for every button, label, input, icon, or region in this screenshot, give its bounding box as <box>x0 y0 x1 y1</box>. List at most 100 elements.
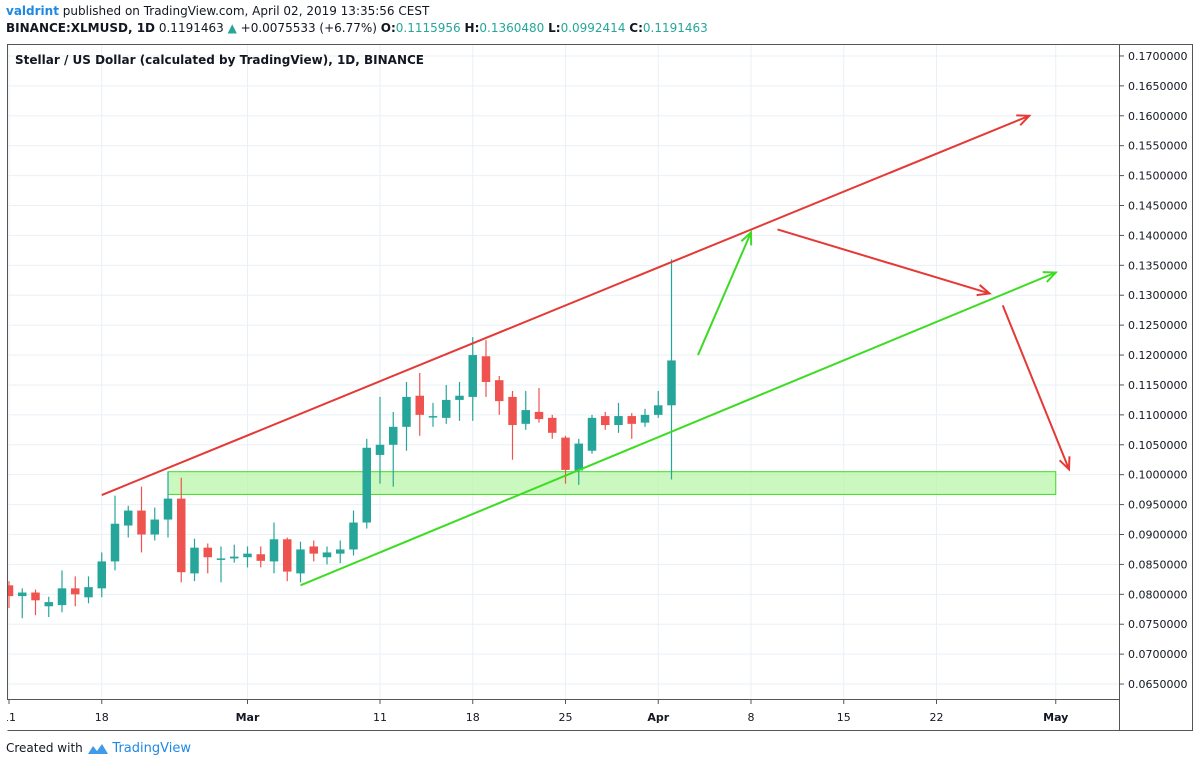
support-zone <box>167 471 1057 495</box>
symbol-label: BINANCE:XLMUSD, 1D <box>6 21 156 35</box>
y-tick-label: 0.0850000 <box>1128 558 1188 571</box>
candle-body <box>71 588 80 595</box>
support-zone-rect <box>167 471 1057 495</box>
candle-body <box>442 399 451 418</box>
candle-body <box>137 510 146 535</box>
candles <box>4 259 676 619</box>
green-projection-arrow <box>697 232 752 356</box>
support-line-arrowhead <box>1042 271 1059 283</box>
x-tick-label: 18 <box>95 711 109 724</box>
candle-body <box>389 426 398 445</box>
low-label: L: <box>548 21 561 35</box>
candle-body <box>230 556 239 559</box>
y-tick-label: 0.1000000 <box>1128 469 1188 482</box>
published-text: published on TradingView.com, April 02, … <box>62 4 430 18</box>
candle-body <box>614 416 623 426</box>
chart-title: Stellar / US Dollar (calculated by Tradi… <box>15 53 424 67</box>
candle-body <box>150 519 159 535</box>
chart-area[interactable]: 0.1700000 0.1650000 0.1600000 0.1550000 0.15… <box>2 44 1193 731</box>
y-tick-label: 0.0700000 <box>1128 648 1188 661</box>
candle-body <box>561 437 570 470</box>
candle-body <box>349 522 358 550</box>
candle-body <box>44 602 53 607</box>
candle-body <box>177 498 186 573</box>
green-projection-arrow-arrowhead <box>740 230 753 246</box>
red-projection-arrow-1-arrowhead <box>976 284 992 297</box>
candle-body <box>481 356 491 382</box>
y-tick-label: 0.1400000 <box>1128 229 1188 242</box>
candle-body <box>203 547 212 558</box>
change-arrow-icon: ▲ <box>227 21 237 35</box>
candle-body <box>18 592 27 597</box>
candle-body <box>269 539 279 562</box>
candle-body <box>455 395 464 400</box>
y-tick-label: 0.1300000 <box>1128 289 1188 302</box>
candle-body <box>296 549 305 574</box>
created-with-text: Created with <box>6 741 83 755</box>
candle-body <box>415 395 424 415</box>
y-tick-label: 0.1500000 <box>1128 170 1188 183</box>
candle-body <box>534 411 544 420</box>
candle-body <box>190 547 199 574</box>
candle-body <box>309 546 318 554</box>
y-tick-label: 0.0950000 <box>1128 499 1188 512</box>
footer: Created with TradingView <box>6 741 191 756</box>
close-label: C: <box>629 21 643 35</box>
author-name[interactable]: valdrint <box>6 4 59 18</box>
grid <box>7 44 1119 699</box>
price-chart[interactable]: 0.1700000 0.1650000 0.1600000 0.1550000 0.15… <box>2 44 1193 731</box>
change-value: +0.0075533 (+6.77%) <box>240 21 377 35</box>
resistance-line <box>101 114 1030 496</box>
y-tick-label: 0.0750000 <box>1128 618 1188 631</box>
red-projection-arrow-2-arrowhead <box>1058 456 1071 472</box>
x-tick-label: 11 <box>7 711 16 724</box>
last-price: 0.1191463 <box>158 21 224 35</box>
y-tick-label: 0.1550000 <box>1128 140 1188 153</box>
y-tick-label: 0.1450000 <box>1128 200 1188 213</box>
candle-body <box>283 539 292 572</box>
plot-frame <box>7 44 1120 700</box>
x-tick-label: May <box>1043 711 1068 724</box>
red-projection-arrow-2 <box>1001 305 1070 470</box>
tradingview-brand[interactable]: TradingView <box>112 741 191 756</box>
support-line <box>300 271 1057 587</box>
x-tick-label: 18 <box>466 711 480 724</box>
candle-body <box>243 553 252 558</box>
candle-body <box>601 416 610 426</box>
price-axis-frame <box>1119 44 1193 731</box>
resistance-line-arrowhead <box>1016 114 1032 126</box>
candle-body <box>362 447 371 523</box>
candle-body <box>216 558 226 560</box>
candle-body <box>654 405 663 415</box>
candle-body <box>4 585 14 597</box>
candle-body <box>322 552 332 558</box>
x-tick-label: 15 <box>837 711 851 724</box>
y-tick-label: 0.0900000 <box>1128 529 1188 542</box>
red-projection-arrow-1 <box>777 228 990 295</box>
y-tick-label: 0.0800000 <box>1128 588 1188 601</box>
y-tick-label: 0.1350000 <box>1128 259 1188 272</box>
candle-body <box>97 561 106 589</box>
trend-drawings <box>101 114 1071 587</box>
candle-body <box>640 414 650 423</box>
candle-body <box>163 498 173 520</box>
publish-info: valdrint published on TradingView.com, A… <box>6 4 429 18</box>
x-tick-label: 25 <box>559 711 573 724</box>
candle-body <box>428 416 438 418</box>
candle-body <box>31 592 40 601</box>
y-tick-label: 0.0650000 <box>1128 678 1188 691</box>
candle-body <box>495 380 504 402</box>
y-tick-label: 0.1050000 <box>1128 439 1188 452</box>
candle-body <box>667 360 676 406</box>
high-value: 0.1360480 <box>479 21 545 35</box>
y-tick-label: 0.1100000 <box>1128 409 1188 422</box>
candle-body <box>375 444 385 455</box>
candle-body <box>548 417 557 433</box>
tradingview-logo-icon <box>87 743 108 754</box>
candle-body <box>256 554 265 561</box>
candle-body <box>521 410 530 424</box>
time-axis: 11 18 Mar 11 18 25 Apr 8 15 22 May <box>2 699 1068 724</box>
y-tick-label: 0.1700000 <box>1128 50 1188 63</box>
candle-body <box>57 588 67 606</box>
x-tick-label: Apr <box>647 711 669 724</box>
